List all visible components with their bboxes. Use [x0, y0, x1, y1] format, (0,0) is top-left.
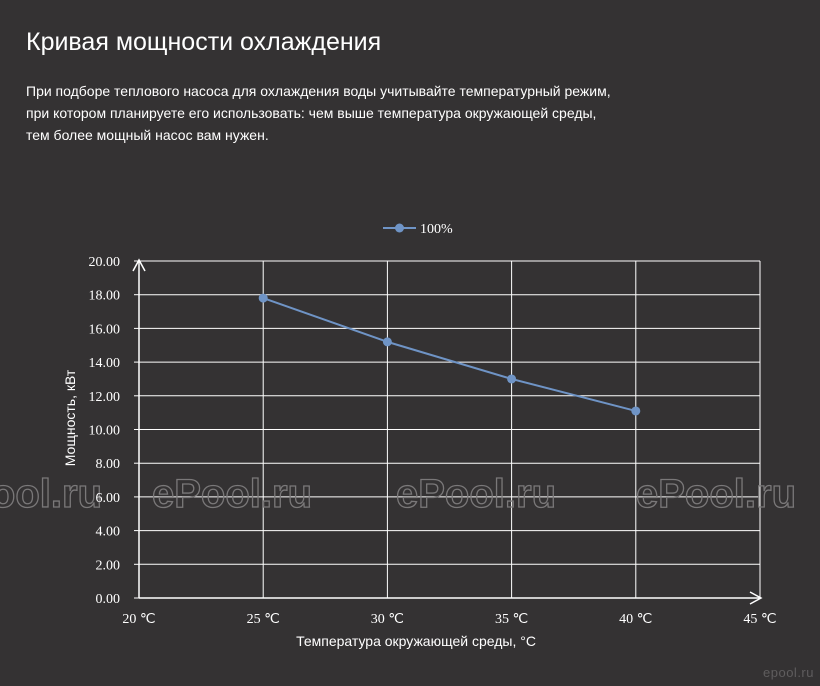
x-tick-label: 40 ℃	[619, 612, 652, 627]
series-line	[262, 297, 637, 412]
x-axis-arrow	[749, 591, 763, 605]
y-tick-label: 4.00	[96, 525, 121, 540]
watermark-text: ePool.ru	[636, 472, 796, 516]
description-line: при котором планируете его использовать:…	[26, 105, 597, 121]
y-tick-label: 18.00	[89, 289, 121, 304]
y-tick-label: 12.00	[89, 390, 121, 405]
description-line: тем более мощный насос вам нужен.	[26, 127, 269, 143]
watermark-text: ePool.ru	[152, 472, 312, 516]
y-tick-label: 6.00	[96, 491, 121, 506]
x-tick-label: 25 ℃	[247, 612, 280, 627]
y-axis-arrow	[132, 258, 146, 272]
y-tick-label: 14.00	[89, 356, 121, 371]
watermark-layer: ePool.ru ePool.ru ePool.ru ePool.ru	[0, 471, 797, 516]
y-tick-label: 0.00	[96, 592, 121, 607]
x-tick-label: 30 ℃	[371, 612, 404, 627]
axes-layer	[132, 258, 763, 605]
data-point	[258, 293, 268, 303]
legend-swatch-marker	[395, 223, 404, 233]
data-point	[507, 374, 517, 384]
x-tick-label: 45 ℃	[743, 612, 776, 627]
tick-labels-layer: 0.00 2.00 4.00 6.00 8.00 10.00 12.00 14.00 16.00…	[89, 255, 777, 627]
y-axis-label: Мощность, кВт	[62, 369, 78, 466]
data-point	[631, 406, 641, 416]
brand-mark: epool.ru	[763, 665, 814, 680]
y-tick-label: 10.00	[89, 424, 121, 439]
data-point	[382, 337, 392, 347]
x-axis-label: Температура окружающей среды, °C	[296, 633, 536, 649]
y-tick-label: 16.00	[89, 322, 121, 337]
y-tick-label: 20.00	[89, 255, 121, 270]
page-title: Кривая мощности охлаждения	[26, 28, 382, 56]
description-line: При подборе теплового насоса для охлажде…	[26, 83, 611, 99]
legend-label: 100%	[420, 222, 453, 237]
watermark-text: ePool.ru	[0, 472, 102, 516]
watermark-text: ePool.ru	[396, 472, 556, 516]
y-tick-label: 8.00	[96, 457, 121, 472]
grid-layer	[139, 260, 761, 598]
series-layer	[258, 293, 641, 416]
description: При подборе теплового насоса для охлажде…	[26, 80, 666, 146]
legend: 100%	[383, 222, 453, 237]
y-tick-label: 2.00	[96, 558, 121, 573]
x-tick-label: 20 ℃	[122, 612, 155, 627]
x-tick-label: 35 ℃	[495, 612, 528, 627]
